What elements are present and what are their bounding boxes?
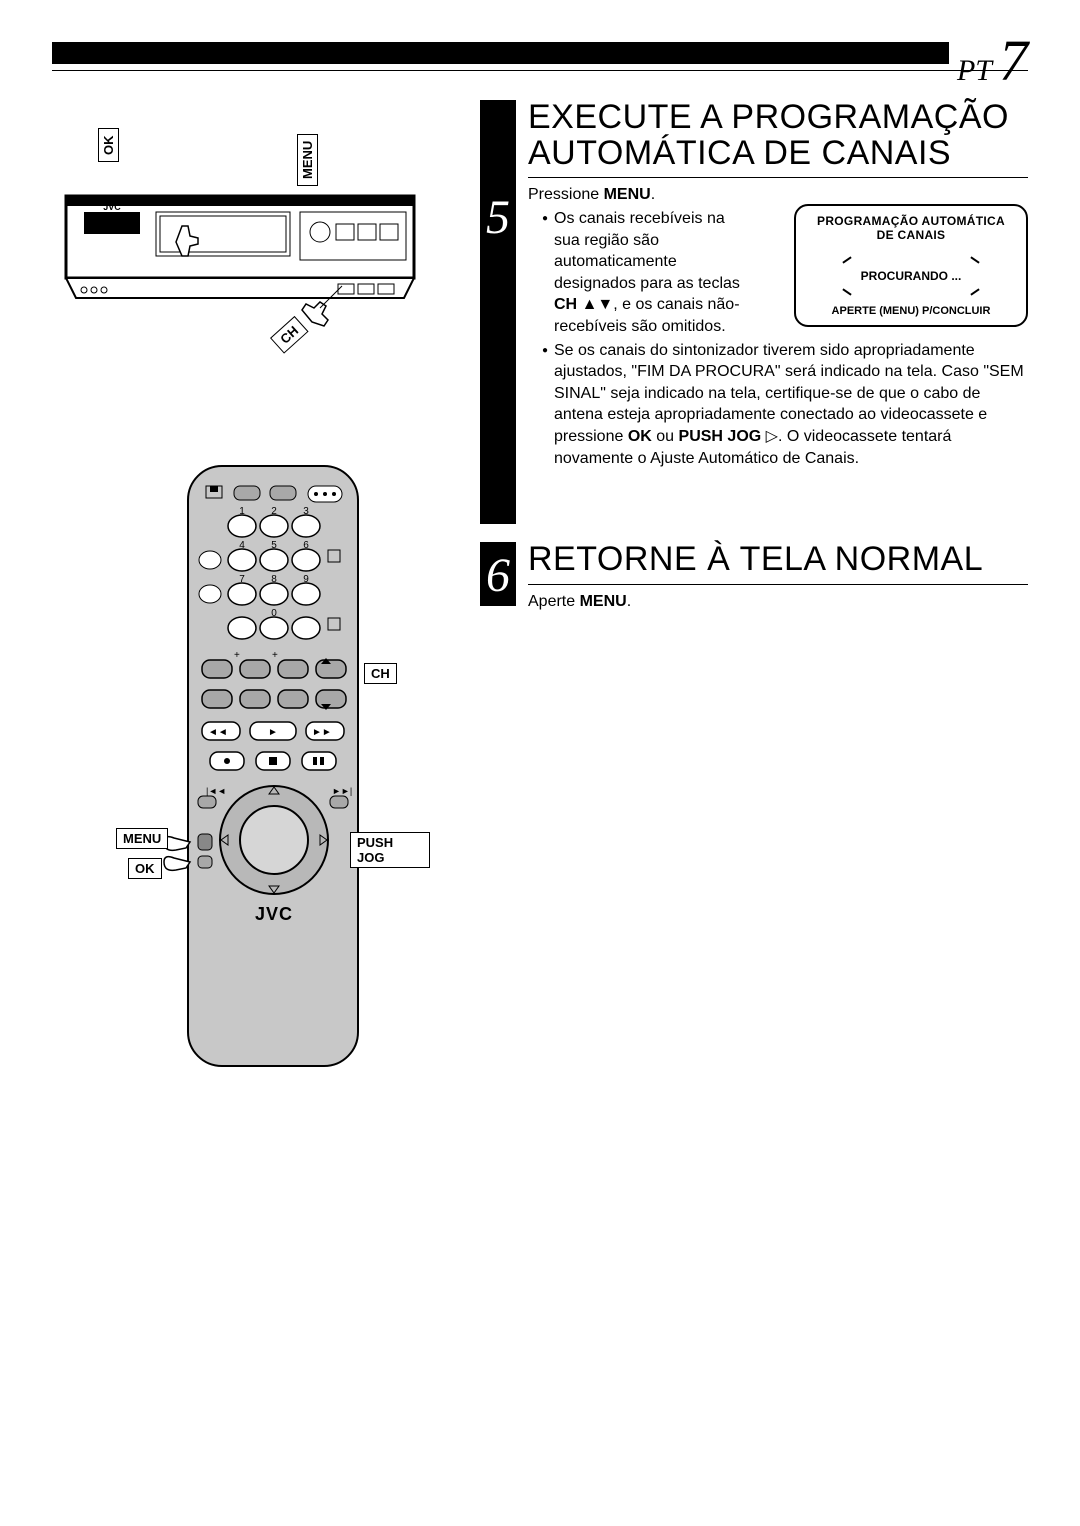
svg-text:►►: ►► bbox=[312, 727, 332, 738]
spinner-tick bbox=[970, 288, 979, 295]
step-6-body: Aperte MENU. bbox=[528, 591, 1028, 613]
svg-text:+: + bbox=[234, 650, 240, 661]
svg-text:4: 4 bbox=[239, 540, 245, 551]
page-header: PT 7 bbox=[52, 42, 1028, 96]
step-5-bullets-full: Se os canais do sintonizador tiverem sid… bbox=[528, 340, 1028, 470]
remote-label-push-jog: PUSH JOG bbox=[350, 832, 430, 868]
svg-text:9: 9 bbox=[303, 574, 309, 585]
step-5-number: 5 bbox=[486, 190, 510, 245]
osd-screen: PROGRAMAÇÃO AUTOMÁTICA DE CANAIS PROCURA… bbox=[794, 204, 1028, 327]
svg-text:►►|: ►►| bbox=[332, 786, 352, 796]
svg-text:7: 7 bbox=[239, 574, 245, 585]
svg-text:1: 1 bbox=[239, 506, 245, 517]
svg-text:5: 5 bbox=[271, 540, 277, 551]
step-6-bar: 6 bbox=[480, 542, 516, 606]
svg-text:3: 3 bbox=[303, 506, 309, 517]
step-5-instruction: Pressione MENU. Os canais recebíveis na … bbox=[528, 184, 748, 337]
vcr-label-ok: OK bbox=[98, 129, 119, 163]
svg-text:+: + bbox=[272, 650, 278, 661]
vcr-label-menu: MENU bbox=[297, 134, 318, 186]
header-black-bar bbox=[52, 42, 1028, 64]
page-number: PT 7 bbox=[949, 38, 1028, 88]
step-6-title: RETORNE À TELA NORMAL bbox=[528, 542, 1028, 578]
spinner-tick bbox=[970, 256, 979, 263]
page-number-value: 7 bbox=[999, 38, 1028, 84]
svg-text:2: 2 bbox=[271, 506, 277, 517]
svg-text:JVC: JVC bbox=[255, 904, 293, 924]
spinner-tick bbox=[842, 288, 851, 295]
header-rule bbox=[52, 70, 1028, 71]
step-5-bullet-2: Se os canais do sintonizador tiverem sid… bbox=[542, 340, 1028, 470]
step-6-underline bbox=[528, 584, 1028, 585]
osd-searching: PROCURANDO ... bbox=[806, 269, 1016, 283]
svg-text:0: 0 bbox=[271, 608, 277, 619]
step-6-number: 6 bbox=[486, 548, 510, 603]
step-6: 6 RETORNE À TELA NORMAL Aperte MENU. bbox=[480, 542, 1028, 612]
remote-label-ch: CH bbox=[364, 663, 397, 684]
remote-svg: 1 2 3 4 5 6 7 8 9 0 + + ◄◄ ► bbox=[150, 460, 430, 1080]
remote-diagram: 1 2 3 4 5 6 7 8 9 0 + + ◄◄ ► bbox=[150, 460, 430, 1080]
remote-label-ok: OK bbox=[128, 858, 162, 879]
step-6-content: RETORNE À TELA NORMAL Aperte MENU. bbox=[528, 542, 1028, 612]
svg-text:►: ► bbox=[268, 727, 278, 738]
osd-footer: APERTE (MENU) P/CONCLUIR bbox=[806, 305, 1016, 317]
spinner-tick bbox=[842, 256, 851, 263]
svg-text:JVC: JVC bbox=[103, 202, 121, 212]
svg-text:|◄◄: |◄◄ bbox=[206, 786, 226, 796]
step-5-bullet-1: Os canais recebíveis na sua região são a… bbox=[542, 208, 748, 338]
step-5-bullets-top: Os canais recebíveis na sua região são a… bbox=[528, 208, 748, 338]
language-tag: PT bbox=[957, 54, 992, 88]
vcr-diagram: JVC OK MENU CH bbox=[60, 150, 420, 360]
step-5: 5 EXECUTE A PROGRAMAÇÃO AUTOMÁTICA DE CA… bbox=[480, 100, 1028, 469]
osd-title: PROGRAMAÇÃO AUTOMÁTICA DE CANAIS bbox=[806, 214, 1016, 243]
remote-label-menu: MENU bbox=[116, 828, 168, 849]
vcr-svg: JVC bbox=[60, 150, 420, 360]
svg-text:6: 6 bbox=[303, 540, 309, 551]
svg-text:8: 8 bbox=[271, 574, 277, 585]
step-5-bar: 5 bbox=[480, 100, 516, 524]
step-5-title: EXECUTE A PROGRAMAÇÃO AUTOMÁTICA DE CANA… bbox=[528, 100, 1028, 171]
svg-text:◄◄: ◄◄ bbox=[208, 727, 228, 738]
step-5-underline bbox=[528, 177, 1028, 178]
